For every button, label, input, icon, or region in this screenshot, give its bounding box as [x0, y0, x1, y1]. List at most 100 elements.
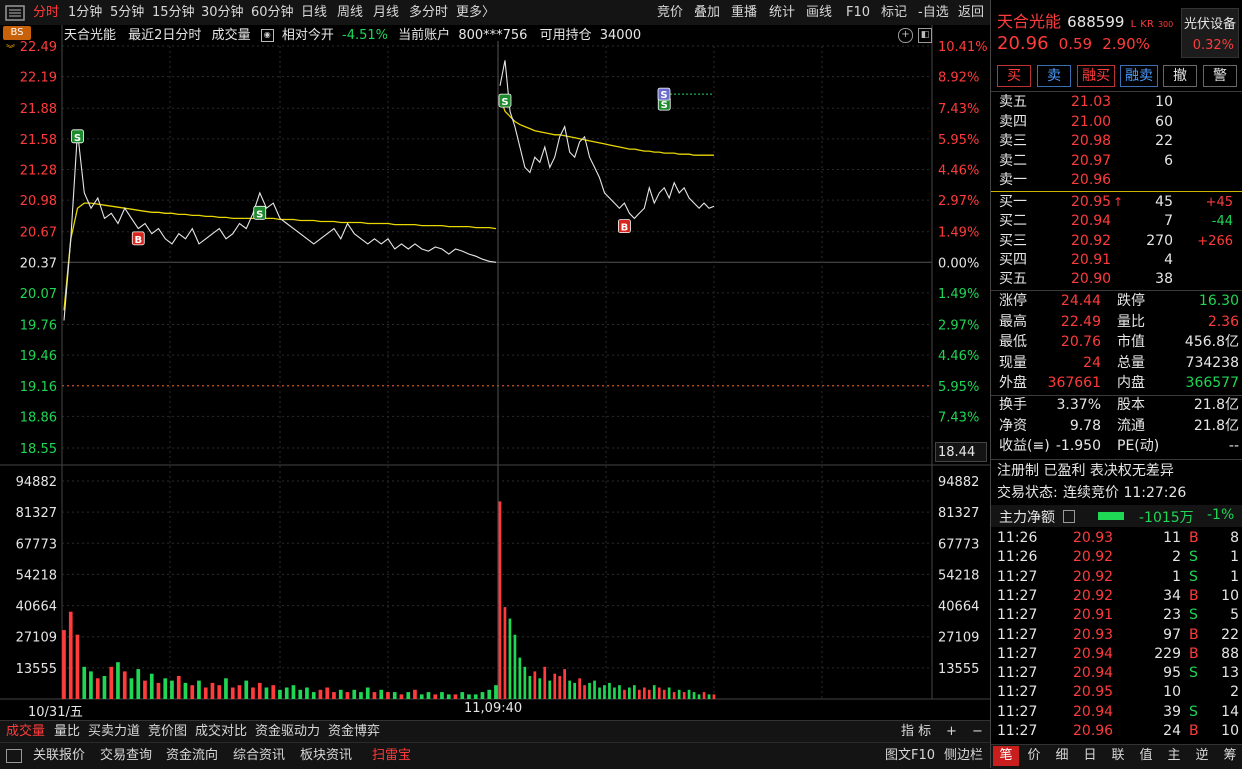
panel-toggle-icon[interactable]: ◧: [918, 28, 932, 43]
pct-tick-label: 7.43%: [938, 410, 979, 425]
stats-value: 16.30: [1198, 293, 1239, 309]
alert-button[interactable]: 警: [1203, 65, 1237, 87]
tab-volume-ratio[interactable]: 量比: [54, 724, 81, 739]
price-tick-label: 18.86: [20, 410, 57, 425]
bid-volume: 270: [1146, 232, 1173, 249]
buy-marker[interactable]: B: [131, 231, 145, 246]
quote-tab-price[interactable]: 价: [1027, 748, 1041, 763]
tool-mark[interactable]: 标记: [881, 5, 908, 20]
collapse-chevron-icon[interactable]: ︾: [6, 45, 16, 55]
tick-count: 5: [1230, 607, 1239, 624]
ask-row[interactable]: 卖二 20.97 6: [991, 152, 1242, 171]
bid-row[interactable]: 买三 20.92 270 +266: [991, 232, 1242, 251]
bid-row[interactable]: 买四 20.91 4: [991, 251, 1242, 270]
bs-toggle-badge[interactable]: BS: [3, 26, 31, 40]
tool-draw[interactable]: 画线: [806, 5, 833, 20]
main-flow-detail-icon[interactable]: [1063, 510, 1075, 523]
bid-price: 20.95: [1071, 194, 1112, 210]
ask-row[interactable]: 卖三 20.98 22: [991, 132, 1242, 151]
quote-tab-reverse[interactable]: 逆: [1195, 748, 1209, 763]
main-flow-row[interactable]: 主力净额 -1015万 -1%: [991, 505, 1242, 527]
footer-tab-sector-news[interactable]: 板块资讯: [300, 748, 353, 763]
quote-tab-value[interactable]: 值: [1139, 748, 1153, 763]
tool-replay[interactable]: 重播: [731, 5, 758, 20]
footer-f10-button[interactable]: 图文F10: [885, 748, 936, 763]
tab-buy-sell-power[interactable]: 买卖力道: [88, 724, 141, 739]
footer-tab-risk-scan[interactable]: 扫雷宝: [372, 748, 412, 763]
footer-tab-related-quote[interactable]: 关联报价: [33, 748, 86, 763]
cancel-order-button[interactable]: 撤: [1163, 65, 1197, 87]
volume-bar-day1: [136, 669, 141, 699]
volume-bar-day1: [102, 676, 107, 699]
volume-bar-day1: [244, 680, 249, 699]
footer-sidebar-button[interactable]: 侧边栏: [944, 748, 984, 763]
tool-stats[interactable]: 统计: [769, 5, 796, 20]
pending-sell-marker[interactable]: S: [657, 87, 671, 101]
period-tab-month[interactable]: 月线: [373, 5, 400, 20]
bid-row[interactable]: 买一 20.95 ↑ 45 +45: [991, 193, 1242, 212]
sell-marker[interactable]: S: [71, 129, 84, 144]
bid-row[interactable]: 买五 20.90 38: [991, 270, 1242, 289]
period-tab-multi[interactable]: 多分时: [409, 5, 449, 20]
camera-icon[interactable]: ◉: [260, 29, 274, 42]
period-tab-1min[interactable]: 1分钟: [68, 5, 103, 20]
price-tick-label: 20.07: [20, 287, 57, 302]
quote-tab-detail[interactable]: 细: [1055, 748, 1069, 763]
zoom-in-button[interactable]: +: [946, 724, 957, 739]
bid-volume: 38: [1155, 271, 1173, 288]
sell-button[interactable]: 卖: [1037, 65, 1071, 87]
menu-icon[interactable]: [4, 4, 26, 22]
tool-f10[interactable]: F10: [846, 5, 871, 20]
window-icon[interactable]: [6, 749, 22, 763]
quote-tab-trades[interactable]: 笔: [993, 746, 1019, 766]
period-tab-more[interactable]: 更多〉: [456, 5, 496, 20]
ask-row[interactable]: 卖五 21.03 10: [991, 93, 1242, 112]
tick-volume: 229: [1154, 645, 1181, 662]
tab-fund-drive[interactable]: 资金驱动力: [255, 724, 321, 739]
quote-tab-daily[interactable]: 日: [1083, 748, 1097, 763]
chart-mode[interactable]: 最近2日分时: [128, 28, 202, 43]
buy-button[interactable]: 买: [997, 65, 1031, 87]
period-tab-5min[interactable]: 5分钟: [110, 5, 145, 20]
volume-tick-label: 67773: [16, 537, 57, 552]
quote-tab-main[interactable]: 主: [1167, 748, 1181, 763]
footer-tab-trade-query[interactable]: 交易查询: [100, 748, 153, 763]
volume-bar-day1: [446, 694, 451, 699]
margin-sell-button[interactable]: 融卖: [1120, 65, 1158, 87]
volume-bar-day2: [712, 694, 716, 699]
sell-marker[interactable]: S: [253, 205, 267, 220]
quote-tab-linked[interactable]: 联: [1111, 748, 1125, 763]
tool-auction[interactable]: 竞价: [657, 5, 684, 20]
tab-auction-chart[interactable]: 竞价图: [148, 724, 188, 739]
period-tab-intraday[interactable]: 分时: [33, 5, 60, 20]
footer-tab-fund-flow[interactable]: 资金流向: [166, 748, 219, 763]
footer-tab-news[interactable]: 综合资讯: [233, 748, 286, 763]
tool-overlay[interactable]: 叠加: [694, 5, 721, 20]
quote-tab-chips[interactable]: 筹: [1223, 748, 1237, 763]
period-tab-60min[interactable]: 60分钟: [251, 5, 294, 20]
pct-tick-label: 7.43%: [938, 102, 979, 117]
indicator-button[interactable]: 指 标: [901, 724, 932, 739]
period-tab-day[interactable]: 日线: [301, 5, 328, 20]
add-indicator-icon[interactable]: +: [898, 28, 913, 43]
stats-label: 涨停: [999, 293, 1027, 309]
margin-buy-button[interactable]: 融买: [1077, 65, 1115, 87]
sector-box[interactable]: 光伏设备 0.32%: [1181, 8, 1239, 58]
tab-deal-compare[interactable]: 成交对比: [195, 724, 248, 739]
tab-volume[interactable]: 成交量: [6, 724, 46, 739]
ask-row[interactable]: 卖一 20.96: [991, 171, 1242, 190]
bid-row[interactable]: 买二 20.94 7 -44: [991, 212, 1242, 231]
tab-fund-game[interactable]: 资金博弈: [328, 724, 381, 739]
period-tab-week[interactable]: 周线: [337, 5, 364, 20]
volume-bar-day2: [573, 682, 576, 699]
buy-marker[interactable]: B: [618, 219, 631, 234]
tool-remove-watchlist[interactable]: -自选: [918, 5, 949, 20]
bid-delta: +45: [1205, 195, 1233, 210]
sell-marker[interactable]: S: [498, 93, 512, 108]
ask-row[interactable]: 卖四 21.00 60: [991, 113, 1242, 132]
tool-back[interactable]: 返回: [958, 5, 985, 20]
zoom-out-button[interactable]: −: [972, 724, 983, 739]
period-tab-30min[interactable]: 30分钟: [201, 5, 244, 20]
period-tab-15min[interactable]: 15分钟: [152, 5, 195, 20]
